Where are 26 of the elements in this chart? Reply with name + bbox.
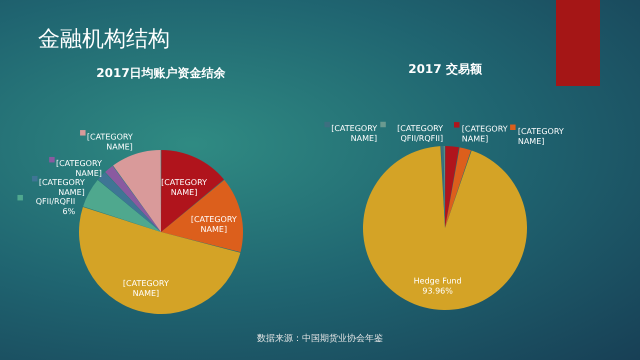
legend-label: [CATEGORY NAME]: [56, 159, 102, 178]
legend-label: [CATEGORY NAME]: [38, 178, 85, 198]
pie-slice: [79, 206, 240, 314]
chart-title: 2017 交易额: [408, 62, 483, 76]
pie-slice: [83, 180, 161, 232]
slice-label: [CATEGORY NAME]: [190, 215, 237, 234]
slice-label: [CATEGORY NAME]: [122, 278, 169, 298]
legend-label: [CATEGORY NAME]: [86, 132, 133, 152]
pie-slice: [161, 180, 243, 252]
pie-slice: [445, 147, 472, 228]
legend-label: QFII/RQFII: [36, 197, 76, 206]
legend-label: [CATEGORY NAME]: [462, 124, 508, 144]
data-label: 93.96%: [422, 286, 454, 296]
pie-slice: [445, 146, 460, 228]
slice-label: Hedge Fund: [414, 276, 462, 286]
legend-label: [CATEGORY NAME]: [518, 126, 564, 146]
pie-slice: [113, 150, 161, 232]
legend-label: [CATEGORY NAME]: [331, 124, 378, 144]
slice-label: [CATEGORY NAME]: [161, 178, 208, 198]
legend-label: [CATEGORY QFII/RQFII]: [397, 124, 444, 144]
source-note: 数据来源：中国期货业协会年鉴: [256, 332, 384, 345]
pie-slice: [363, 146, 527, 310]
pie-slice: [105, 166, 161, 232]
chart-title: 2017日均账户资金结余: [96, 66, 227, 80]
data-label: 6%: [62, 207, 76, 216]
text: 金融机构结构: [38, 26, 170, 54]
